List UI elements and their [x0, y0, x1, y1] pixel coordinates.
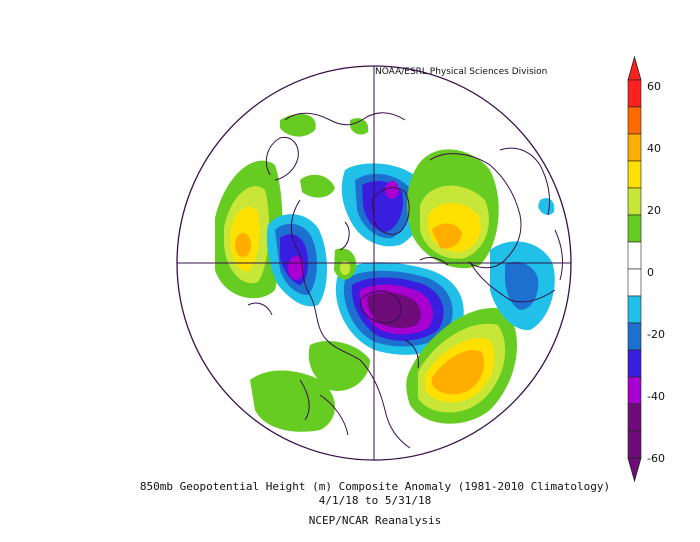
colorbar-segment — [627, 187, 642, 216]
colorbar-segment — [627, 214, 642, 243]
anomaly-north-pacific-positive — [215, 160, 283, 299]
anomaly-central-asia-negative — [490, 241, 555, 331]
colorbar-segment — [627, 376, 642, 405]
anomaly-north-atlantic-positive — [406, 308, 517, 424]
colorbar-segment — [627, 106, 642, 135]
anomaly-eurasian-arctic-positive — [407, 149, 499, 269]
colorbar-tick-label: 40 — [647, 142, 661, 155]
caption-date-range: 4/1/18 to 5/31/18 — [318, 494, 432, 507]
colorbar-segment — [627, 160, 642, 189]
caption-title: 850mb Geopotential Height (m) Composite … — [139, 480, 611, 493]
anomaly-west-canada-negative — [266, 214, 327, 307]
colorbar-tick-label: -40 — [647, 390, 665, 403]
colorbar-tick-label: 60 — [647, 80, 661, 93]
map-disk-outline — [176, 65, 572, 461]
colorbar-segment — [627, 295, 642, 324]
colorbar-tick-label: 20 — [647, 204, 661, 217]
credit-label: NOAA/ESRL Physical Sciences Division — [375, 67, 548, 77]
map-disk — [177, 66, 571, 460]
colorbar — [627, 55, 642, 483]
colorbar-tick-label: -60 — [647, 452, 665, 465]
colorbar-segment — [627, 133, 642, 162]
anomaly-greenland-negative — [341, 163, 424, 247]
colorbar-segment — [627, 322, 642, 351]
colorbar-segment — [627, 430, 642, 459]
anomaly-subtropical-positive — [250, 113, 555, 432]
colorbar-segment — [627, 268, 642, 297]
caption-source: NCEP/NCAR Reanalysis — [308, 514, 442, 527]
colorbar-bottom-arrow — [627, 457, 642, 483]
colorbar-top-arrow — [627, 55, 642, 81]
colorbar-segment — [627, 349, 642, 378]
colorbar-segment — [627, 79, 642, 108]
colorbar-segment — [627, 241, 642, 270]
colorbar-tick-label: -20 — [647, 328, 665, 341]
colorbar-tick-label: 0 — [647, 266, 654, 279]
anomaly-eastern-canada-negative — [335, 262, 464, 355]
colorbar-segment — [627, 403, 642, 432]
coastlines — [247, 112, 563, 449]
